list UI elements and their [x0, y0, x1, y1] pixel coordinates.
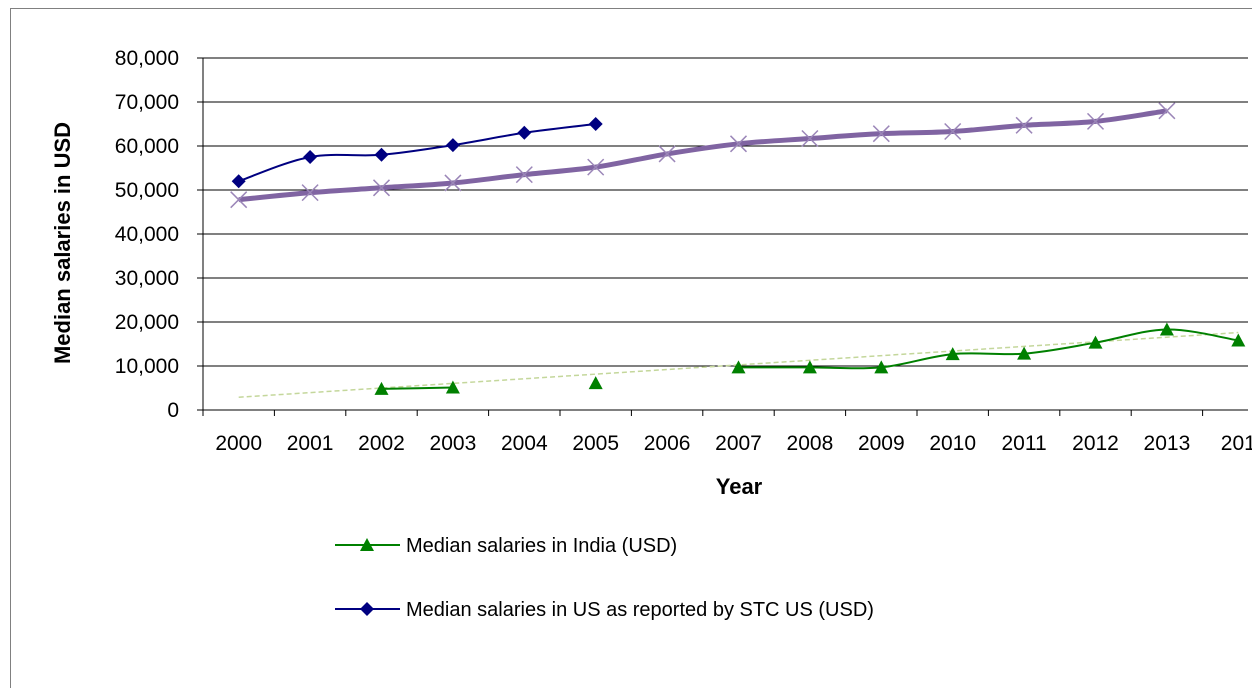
series-diamond	[231, 117, 603, 189]
x-tick-label: 2004	[501, 432, 548, 455]
x-mark-stroke	[230, 191, 248, 209]
data-point-triangle	[1017, 346, 1032, 360]
y-tick-label: 80,000	[115, 47, 179, 70]
x-mark-stroke	[1086, 112, 1105, 130]
data-point-x	[230, 191, 248, 209]
gridlines	[203, 57, 1248, 367]
y-tick-label: 40,000	[115, 223, 179, 246]
chart-frame	[10, 8, 1252, 688]
series-line	[381, 386, 453, 390]
data-point-triangle	[731, 360, 746, 374]
y-tick-label: 60,000	[115, 135, 179, 158]
y-tick-label: 50,000	[115, 179, 179, 202]
x-mark-stroke	[1015, 116, 1033, 134]
data-point-triangle	[945, 347, 960, 361]
data-point-x	[1158, 102, 1176, 120]
data-point-x	[872, 125, 890, 143]
data-point-diamond	[588, 117, 603, 131]
y-axis-title: Median salaries in USD	[50, 122, 75, 364]
data-point-diamond	[445, 138, 460, 153]
legend: Median salaries in India (USD) Median sal…	[335, 535, 874, 621]
x-tick-label: 2002	[358, 432, 405, 455]
series-line	[738, 328, 1239, 370]
data-point-x	[658, 145, 676, 163]
data-point-x	[801, 129, 819, 148]
x-mark-stroke	[801, 129, 819, 148]
series-line	[238, 108, 1168, 203]
data-point-triangle	[1159, 322, 1174, 336]
x-tick-label: 2009	[858, 432, 905, 455]
series-triangle	[374, 322, 1246, 395]
series-layer	[230, 102, 1246, 395]
data-point-x	[587, 158, 605, 176]
data-point-triangle	[1231, 333, 1246, 347]
y-tick-label: 30,000	[115, 267, 179, 290]
y-tick-label: 10,000	[115, 355, 179, 378]
x-tick-label: 2008	[787, 432, 834, 455]
data-point-x	[372, 179, 391, 197]
x-tick-label: 2001	[287, 432, 334, 455]
x-tick-label: 2003	[430, 432, 477, 455]
data-point-diamond	[303, 150, 318, 164]
x-mark-stroke	[444, 174, 462, 192]
y-tick-label: 20,000	[115, 311, 179, 334]
x-mark-stroke	[587, 158, 605, 176]
x-axis-title: Year	[716, 474, 763, 499]
axes	[197, 57, 1248, 416]
x-tick-label: 2011	[1002, 432, 1047, 455]
series-line	[238, 123, 596, 183]
x-mark-stroke	[372, 179, 391, 197]
data-point-triangle	[445, 380, 460, 394]
data-point-diamond	[374, 147, 389, 162]
tick-labels: 0 10,000 20,000 30,000 40,000 50,000 60,000 70,…	[115, 47, 1252, 455]
data-point-x	[444, 174, 462, 192]
data-point-x	[1015, 116, 1033, 134]
x-mark-stroke	[1158, 102, 1176, 120]
data-point-triangle	[1088, 335, 1103, 349]
data-point-x	[515, 166, 533, 184]
x-tick-label: 2005	[572, 432, 619, 455]
data-point-diamond	[360, 602, 374, 616]
data-point-triangle	[874, 360, 889, 374]
data-point-triangle	[588, 376, 603, 390]
x-mark-stroke	[515, 166, 533, 184]
series-x	[230, 102, 1176, 209]
data-point-triangle	[374, 381, 389, 395]
y-tick-label: 0	[167, 399, 179, 422]
x-mark-stroke	[944, 122, 962, 141]
x-tick-label: 2012	[1072, 432, 1119, 455]
data-point-x	[944, 122, 962, 141]
y-tick-label: 70,000	[115, 91, 179, 114]
x-mark-stroke	[301, 184, 319, 202]
x-tick-label: 2000	[215, 432, 262, 455]
x-tick-label: 2013	[1144, 432, 1191, 455]
data-point-x	[301, 184, 319, 202]
x-tick-label: 2007	[715, 432, 762, 455]
legend-label: Median salaries in US as reported by STC…	[406, 599, 874, 621]
data-point-diamond	[231, 174, 246, 189]
data-point-triangle	[802, 360, 817, 374]
x-mark-stroke	[658, 145, 676, 163]
x-tick-label: 201	[1221, 432, 1252, 455]
data-point-triangle	[360, 538, 374, 551]
data-point-diamond	[517, 125, 532, 140]
data-point-x	[729, 135, 748, 153]
x-tick-label: 2010	[929, 432, 976, 455]
data-point-x	[1086, 112, 1105, 130]
legend-label: Median salaries in India (USD)	[406, 535, 677, 557]
legend-item: Median salaries in India (USD)	[335, 535, 677, 557]
x-mark-stroke	[872, 125, 890, 143]
legend-item: Median salaries in US as reported by STC…	[335, 599, 874, 621]
x-mark-stroke	[729, 135, 748, 153]
x-tick-label: 2006	[644, 432, 691, 455]
